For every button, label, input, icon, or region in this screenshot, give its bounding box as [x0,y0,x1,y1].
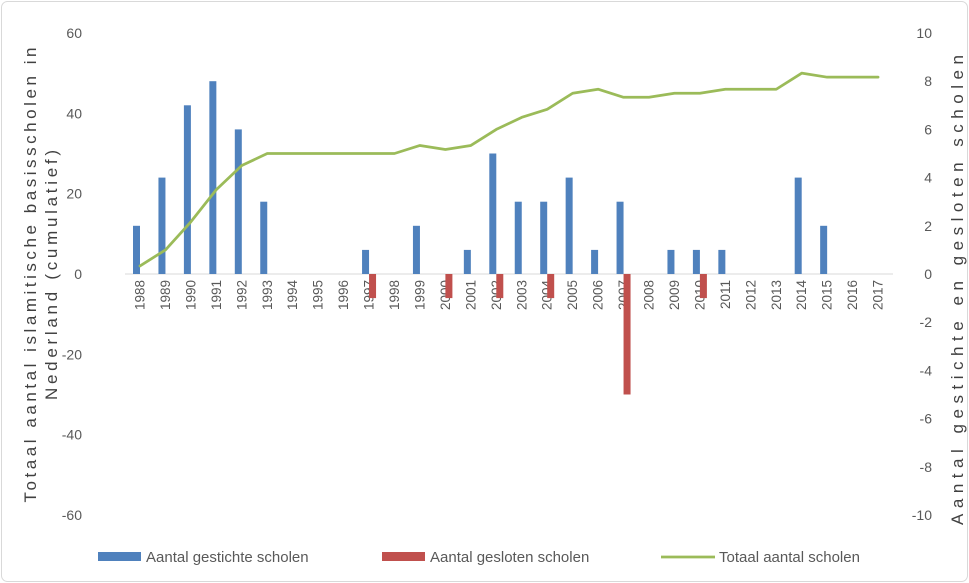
y-tick-label: 20 [66,186,82,202]
x-tick-label: 1996 [336,280,351,310]
x-tick-label: 1991 [209,280,224,310]
legend-swatch-gesloten [382,552,425,561]
bar-gestichte-1992 [234,129,242,274]
y-right-tick-label: -10 [912,507,932,523]
y-right-tick-label: 10 [916,25,932,41]
line-totaal-aantal-scholen [138,71,880,268]
bar-gestichte-2003 [514,201,522,274]
x-tick-label: 2006 [591,280,606,310]
y-right-tick-label: 8 [924,73,932,89]
bar-gestichte-1999 [412,225,420,274]
x-tick-label: 2005 [565,280,580,310]
legend: Aantal gestichte scholen Aantal gesloten… [98,549,860,566]
x-tick-label: 1998 [387,280,402,310]
y-tick-label: -60 [62,507,82,523]
bar-gestichte-2009 [667,249,675,274]
y-tick-label: 40 [66,105,82,121]
x-tick-label: 1988 [133,280,148,310]
x-tick-label: 1999 [412,280,427,310]
x-tick-label: 2008 [642,280,657,310]
bar-gestichte-2006 [591,249,599,274]
x-tick-label: 1994 [285,280,300,311]
bar-gestichte-1988 [133,225,140,274]
bar-gestichte-1991 [209,81,217,274]
bar-gestichte-2010 [692,249,700,274]
bar-gestichte-2005 [565,177,573,274]
y-tick-label: -20 [62,346,82,362]
y-right-tick-label: 6 [924,121,932,137]
x-tick-label: 1989 [158,280,173,310]
x-tick-label: 2012 [743,280,758,310]
y-right-tick-label: 2 [924,218,932,234]
bar-gestichte-1997 [362,249,370,274]
legend-swatch-gestichte [98,552,141,561]
bar-gesloten-2000 [445,274,453,299]
bar-gesloten-2007 [623,274,631,395]
y-tick-label: 60 [66,25,82,41]
y-tick-label: -40 [62,427,82,443]
x-tick-label: 1993 [260,280,275,310]
bar-gesloten-1997 [369,274,377,299]
bar-gestichte-1990 [183,105,191,274]
y-right-tick-label: -6 [920,411,933,427]
bar-gestichte-2014 [794,177,802,274]
x-tick-label: 2013 [769,280,784,310]
legend-label-totaal: Totaal aantal scholen [719,549,860,566]
bar-gestichte-1993 [260,201,268,274]
y-tick-label: 0 [74,266,82,282]
bar-gestichte-2002 [489,153,497,274]
bar-gestichte-2015 [820,225,828,274]
legend-label-gestichte: Aantal gestichte scholen [146,549,309,566]
bar-gesloten-2004 [547,274,555,299]
x-tick-label: 2001 [463,280,478,310]
bar-gesloten-2002 [496,274,504,299]
x-tick-label: 2003 [514,280,529,310]
bar-gesloten-2010 [699,274,707,299]
bar-gestichte-2001 [463,249,471,274]
legend-label-gesloten: Aantal gesloten scholen [430,549,589,566]
x-tick-label: 2016 [845,280,860,310]
x-tick-label: 2009 [667,280,682,310]
y-right-tick-label: 0 [924,266,932,282]
y-right-tick-label: -8 [920,459,933,475]
x-tick-label: 1992 [234,280,249,310]
bar-gestichte-1989 [158,177,166,274]
x-tick-label: 1990 [183,280,198,310]
x-tick-label: 1995 [311,280,326,310]
x-tick-label: 2014 [794,280,809,311]
bar-gestichte-2011 [718,249,726,274]
bar-gestichte-2007 [616,201,624,274]
y-right-tick-label: -2 [920,314,933,330]
y-right-tick-label: -4 [920,362,933,378]
y-right-tick-label: 4 [924,170,932,186]
x-tick-label: 2015 [820,280,835,310]
x-tick-label: 2017 [871,280,886,310]
x-tick-label: 2011 [718,280,733,309]
bar-gestichte-2004 [540,201,548,274]
